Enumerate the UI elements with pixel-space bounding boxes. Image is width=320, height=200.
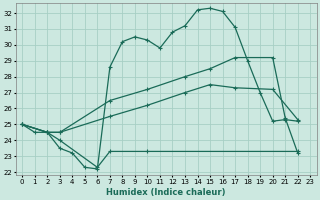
X-axis label: Humidex (Indice chaleur): Humidex (Indice chaleur) <box>107 188 226 197</box>
